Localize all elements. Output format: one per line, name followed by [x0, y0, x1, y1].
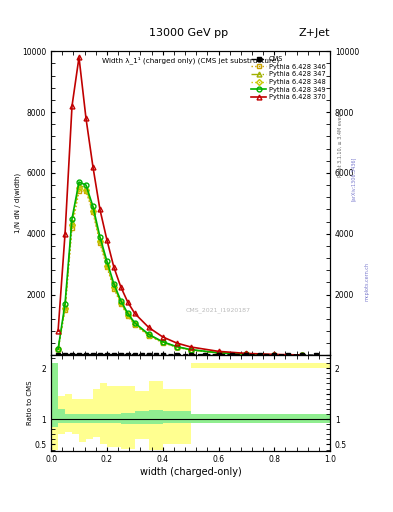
Text: Width λ_1¹ (charged only) (CMS jet substructure): Width λ_1¹ (charged only) (CMS jet subst…: [102, 56, 279, 63]
Legend: CMS, Pythia 6.428 346, Pythia 6.428 347, Pythia 6.428 348, Pythia 6.428 349, Pyt: CMS, Pythia 6.428 346, Pythia 6.428 347,…: [249, 53, 328, 103]
X-axis label: width (charged-only): width (charged-only): [140, 467, 241, 477]
Text: Rivet 3.1.10, ≥ 3.4M events: Rivet 3.1.10, ≥ 3.4M events: [338, 109, 342, 178]
Text: CMS_2021_I1920187: CMS_2021_I1920187: [186, 307, 251, 313]
Text: mcplots.cern.ch: mcplots.cern.ch: [365, 262, 370, 301]
Text: Z+Jet: Z+Jet: [299, 28, 330, 38]
Text: [arXiv:1306.3436]: [arXiv:1306.3436]: [351, 157, 356, 201]
Y-axis label: 1/N dN / d(width): 1/N dN / d(width): [14, 173, 20, 233]
Text: 13000 GeV pp: 13000 GeV pp: [149, 28, 228, 38]
Y-axis label: Ratio to CMS: Ratio to CMS: [27, 381, 33, 425]
